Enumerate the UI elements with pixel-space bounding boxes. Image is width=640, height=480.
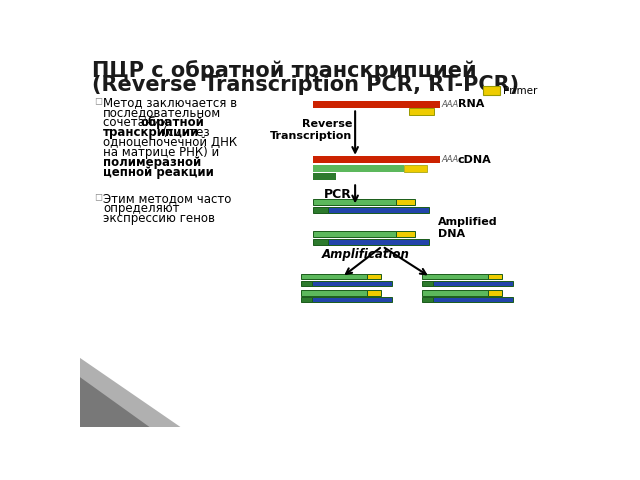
Bar — [410, 108, 434, 115]
Text: последовательном: последовательном — [103, 106, 221, 119]
Bar — [312, 156, 440, 163]
Bar — [301, 290, 367, 296]
Text: Этим методом часто: Этим методом часто — [103, 192, 232, 205]
Bar — [312, 207, 328, 213]
Bar — [488, 274, 502, 279]
Text: AAA: AAA — [442, 155, 459, 164]
Bar — [312, 297, 392, 302]
Bar — [422, 297, 433, 302]
Text: ◻: ◻ — [94, 96, 102, 106]
Bar — [328, 239, 429, 245]
Bar — [328, 207, 429, 213]
Bar — [301, 297, 312, 302]
Text: ◻: ◻ — [94, 192, 102, 203]
Bar — [301, 274, 367, 279]
Bar — [312, 101, 440, 108]
Text: Reverse
Transcription: Reverse Transcription — [270, 119, 352, 141]
Bar — [483, 86, 500, 95]
Bar — [433, 297, 513, 302]
Polygon shape — [80, 358, 180, 427]
Bar — [312, 173, 336, 180]
Bar — [422, 281, 433, 286]
Bar — [367, 290, 381, 296]
Bar — [367, 274, 381, 279]
Bar — [312, 281, 392, 286]
Text: обратной: обратной — [140, 116, 204, 129]
Text: Amplification: Amplification — [322, 248, 410, 261]
Text: полимеразной: полимеразной — [103, 156, 202, 169]
Bar — [396, 199, 415, 205]
Bar — [312, 165, 404, 171]
Bar — [404, 165, 428, 171]
Bar — [433, 281, 513, 286]
Bar — [312, 199, 396, 205]
Text: RNA: RNA — [458, 99, 484, 109]
Bar — [396, 231, 415, 237]
Bar — [422, 290, 488, 296]
Text: на матрице РНК) и: на матрице РНК) и — [103, 146, 220, 159]
Text: транскрипции: транскрипции — [103, 126, 200, 139]
Bar — [312, 239, 328, 245]
Text: цепной реакции: цепной реакции — [103, 166, 214, 179]
Polygon shape — [80, 377, 150, 427]
Bar — [422, 274, 488, 279]
Text: Primer: Primer — [503, 86, 538, 96]
Text: (синтез: (синтез — [159, 126, 210, 139]
Text: одноцепочечной ДНК: одноцепочечной ДНК — [103, 136, 237, 149]
Bar — [312, 231, 396, 237]
Text: ПЦР с обратной транскрипцией: ПЦР с обратной транскрипцией — [92, 60, 476, 81]
Text: определяют: определяют — [103, 203, 180, 216]
Text: (Reverse Transcription PCR, RT-PCR): (Reverse Transcription PCR, RT-PCR) — [92, 75, 519, 96]
Text: Amplified
DNA: Amplified DNA — [438, 217, 498, 240]
Text: Метод заключается в: Метод заключается в — [103, 96, 237, 109]
Text: cDNA: cDNA — [458, 155, 491, 165]
Bar — [488, 290, 502, 296]
Text: экспрессию генов: экспрессию генов — [103, 212, 215, 226]
Text: AAA: AAA — [442, 100, 459, 108]
Text: PCR: PCR — [324, 188, 352, 201]
Text: сочетании: сочетании — [103, 116, 172, 129]
Bar — [301, 281, 312, 286]
